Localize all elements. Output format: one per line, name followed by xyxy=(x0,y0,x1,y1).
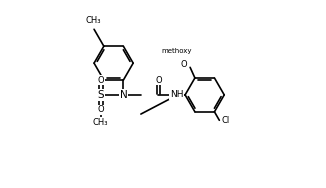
Text: O: O xyxy=(97,76,104,85)
Text: S: S xyxy=(97,90,104,100)
Text: CH₃: CH₃ xyxy=(85,16,101,25)
Text: Cl: Cl xyxy=(222,116,230,125)
Text: O: O xyxy=(155,76,162,85)
Text: NH: NH xyxy=(170,90,184,99)
Text: CH₃: CH₃ xyxy=(93,118,109,127)
Text: methoxy: methoxy xyxy=(161,48,192,54)
Text: O: O xyxy=(180,60,187,69)
Text: O: O xyxy=(97,105,104,114)
Text: N: N xyxy=(120,90,127,100)
